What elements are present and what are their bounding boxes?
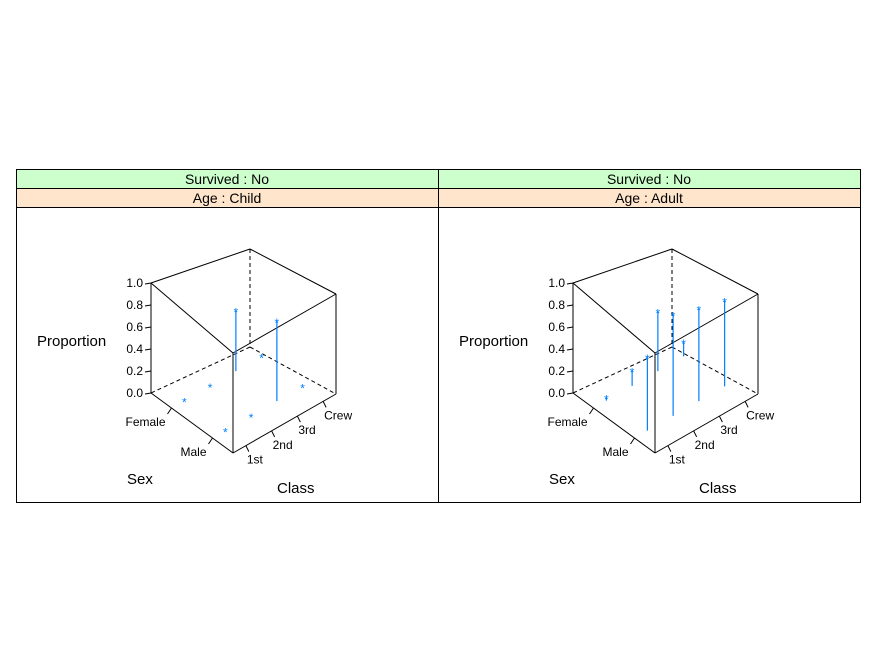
z-tick-label: 1.0	[548, 276, 565, 290]
sex-tick-label: Female	[547, 415, 587, 429]
class-tick	[296, 415, 301, 423]
panel-1: Survived : No Age : Child 0.0 0.2 0.4 0.6 0.8 1…	[16, 169, 439, 503]
point-3rd-Male: *	[275, 316, 280, 330]
class-tick	[245, 445, 250, 452]
sex-tick-label: Male	[602, 445, 628, 459]
z-tick-label: 0.2	[126, 364, 143, 378]
z-tick	[144, 326, 152, 329]
z-tick-label: 0.0	[126, 386, 143, 400]
class-tick-label: 3rd	[720, 423, 737, 437]
point-3rd-Female: *	[656, 307, 661, 321]
z-tick	[566, 326, 574, 329]
class-tick	[693, 430, 698, 438]
class-tick-label: 2nd	[273, 438, 293, 452]
box-hidden-edge	[671, 346, 759, 395]
class-tick	[322, 401, 327, 408]
point-1st-Female: *	[182, 396, 187, 410]
sex-axis-label: Sex	[549, 471, 575, 488]
box-edge	[654, 393, 759, 454]
class-tick-label: 3rd	[298, 423, 315, 437]
point-3rd-Female: *	[234, 306, 239, 320]
sex-tick	[630, 437, 635, 445]
z-tick	[566, 370, 574, 373]
box-hidden-edge	[572, 346, 673, 394]
z-axis-label: Proportion	[37, 333, 106, 350]
box-edge	[572, 282, 656, 354]
box-hidden-edge	[150, 346, 251, 394]
point-Crew-Female: *	[259, 351, 264, 365]
class-tick-label: 1st	[669, 453, 686, 467]
box-edge	[572, 392, 656, 454]
sex-axis-label: Sex	[127, 471, 153, 488]
box-edge	[249, 248, 337, 295]
class-tick-label: 1st	[247, 453, 264, 467]
z-tick	[144, 370, 152, 373]
z-axis-label: Proportion	[459, 333, 528, 350]
class-tick-label: 2nd	[695, 438, 715, 452]
point-2nd-Female: *	[208, 381, 213, 395]
point-2nd-Male: *	[249, 411, 254, 425]
z-tick	[566, 348, 574, 351]
box-edge	[232, 293, 337, 354]
box-edge	[150, 392, 234, 454]
strip-bottom-label: Age : Adult	[615, 190, 683, 206]
z-tick-label: 0.4	[126, 342, 143, 356]
sex-tick-label: Male	[180, 445, 206, 459]
z-tick	[144, 348, 152, 351]
box-edge	[572, 248, 673, 284]
sex-tick-label: Female	[125, 415, 165, 429]
z-tick-label: 0.6	[548, 320, 565, 334]
box-hidden-edge	[249, 346, 337, 395]
strip-bottom	[438, 188, 861, 208]
z-tick-label: 0.2	[548, 364, 565, 378]
sex-tick	[167, 407, 172, 415]
z-tick	[144, 304, 152, 307]
sex-tick	[589, 407, 594, 415]
z-tick	[566, 392, 574, 395]
z-tick	[144, 282, 152, 285]
point-Crew-Male: *	[722, 296, 727, 310]
z-tick	[144, 392, 152, 395]
strip-top-label: Survived : No	[185, 171, 269, 187]
point-Crew-Female: *	[681, 337, 686, 351]
z-tick-label: 0.8	[126, 298, 143, 312]
strip-bottom-label: Age : Child	[193, 190, 261, 206]
class-axis-label: Class	[277, 480, 315, 497]
z-tick-label: 0.0	[548, 386, 565, 400]
z-tick	[566, 304, 574, 307]
z-tick	[566, 282, 574, 285]
class-tick	[718, 415, 723, 423]
box-edge	[671, 248, 759, 295]
class-tick	[744, 401, 749, 408]
z-tick-label: 0.6	[126, 320, 143, 334]
class-tick	[667, 445, 672, 452]
class-axis-label: Class	[699, 480, 737, 497]
point-1st-Male: *	[223, 426, 228, 440]
class-tick-label: Crew	[324, 408, 352, 422]
class-tick-label: Crew	[746, 408, 774, 422]
point-1st-Male: *	[645, 352, 650, 366]
z-tick-label: 1.0	[126, 276, 143, 290]
box-edge	[150, 282, 234, 354]
box-edge	[150, 248, 251, 284]
point-2nd-Male: *	[671, 310, 676, 324]
class-tick	[271, 430, 276, 438]
z-tick-label: 0.4	[548, 342, 565, 356]
panel-2: Survived : No Age : Adult 0.0 0.2 0.4 0.6 0.8 1…	[438, 169, 861, 503]
point-2nd-Female: *	[630, 365, 635, 379]
sex-tick	[208, 437, 213, 445]
z-tick-label: 0.8	[548, 298, 565, 312]
box-edge	[232, 393, 337, 454]
point-1st-Female: *	[604, 392, 609, 406]
strip-top-label: Survived : No	[607, 171, 691, 187]
point-3rd-Male: *	[697, 304, 702, 318]
point-Crew-Male: *	[300, 381, 305, 395]
